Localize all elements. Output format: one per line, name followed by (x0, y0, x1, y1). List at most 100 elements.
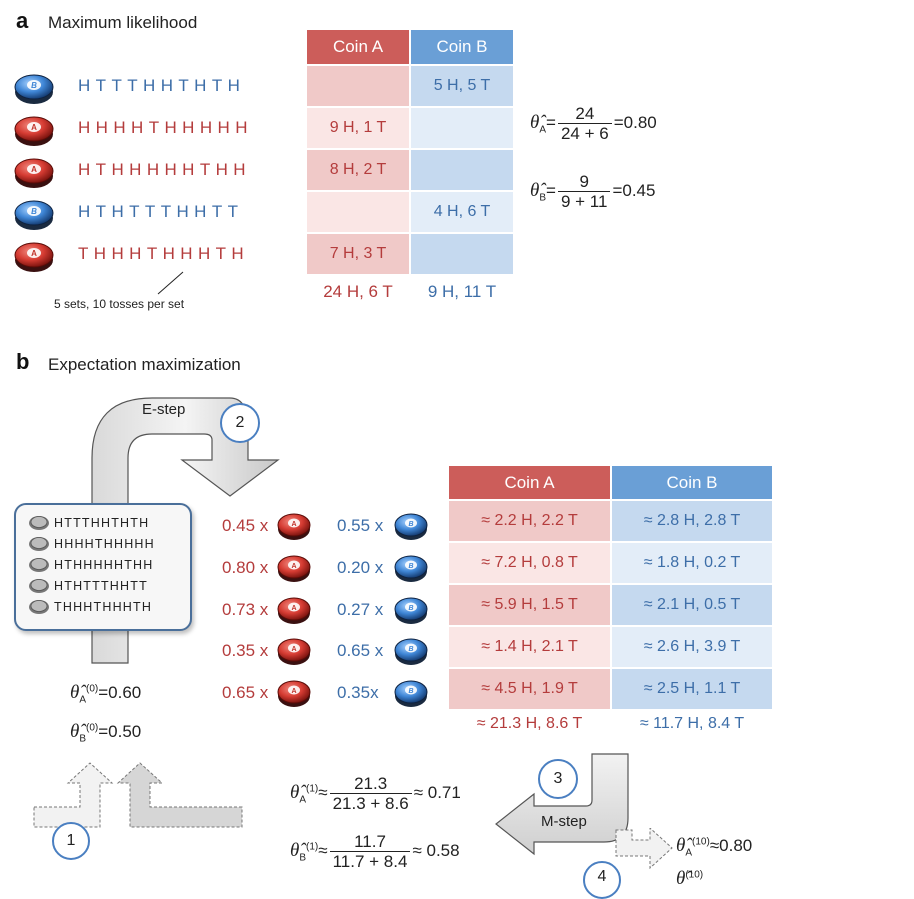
superscript: (0) (86, 722, 99, 734)
coin-a-header: Coin A (449, 466, 610, 499)
fraction-numerator: 9 (557, 172, 611, 192)
fraction-denominator: 11.7 + 8.4 (332, 852, 408, 871)
theta-symbol: θ̂ (70, 682, 80, 703)
coin-a-icon: A (277, 555, 311, 582)
coin-a-column-b: A A A A A (277, 513, 311, 707)
fraction-numerator: 21.3 (329, 774, 412, 794)
step-1-badge: 1 (52, 822, 90, 860)
svg-text:A: A (31, 123, 37, 132)
coin-a-total: ≈ 21.3 H, 8.6 T (476, 715, 583, 732)
svg-text:B: B (408, 563, 413, 570)
subscript: B (79, 733, 87, 745)
coin-a-cell: ≈ 2.2 H, 2.2 T (449, 501, 610, 541)
superscript: (1) (306, 841, 319, 853)
theta-a-mle-equation: θ̂A= 24 24 + 6 =0.80 (530, 104, 657, 143)
section-a-letter: a (16, 8, 29, 33)
final-arrow (615, 828, 673, 870)
coin-b-header: Coin B (612, 466, 772, 499)
equals-sign: = (613, 112, 624, 132)
coin-b-cell: ≈ 2.1 H, 0.5 T (612, 585, 772, 625)
theta-symbol: θ̂ (676, 835, 686, 856)
coin-b-weight: 0.20 x (337, 558, 384, 577)
svg-text:A: A (291, 688, 296, 695)
coin-a-header: Coin A (307, 30, 409, 64)
coin-a-weight: 0.80 x (222, 558, 269, 577)
theta-b-initial-value: =0.50 (98, 722, 142, 741)
coin-b-weight: 0.55 x (337, 516, 384, 535)
theta-symbol: θ̂ (70, 721, 80, 742)
note-pointer-line (157, 271, 184, 295)
coin-b-total: ≈ 11.7 H, 8.4 T (639, 715, 745, 732)
coin-b-header: Coin B (411, 30, 513, 64)
coin-a-weight: 0.45 x (222, 516, 269, 535)
coin-b-cell (411, 108, 513, 148)
toss-sequence: HTHHHHHTHH (78, 160, 251, 179)
small-sequence: HHHHTHHHHH (54, 537, 155, 551)
fraction-denominator: 24 + 6 (560, 124, 609, 143)
theta-symbol: θ̂ (530, 179, 540, 201)
gray-coin-icon (29, 600, 49, 614)
sets-note: 5 sets, 10 tosses per set (54, 297, 185, 311)
equals-sign: = (612, 180, 623, 200)
coin-a-cell (307, 192, 409, 232)
theta-a-update-value: ≈ 0.71 (413, 782, 461, 802)
fraction-denominator: 21.3 + 8.6 (332, 794, 409, 813)
coin-a-icon: A (14, 116, 54, 146)
coin-a-icon: A (277, 597, 311, 624)
superscript: (10) (685, 869, 704, 881)
coin-b-icon: B (14, 200, 54, 230)
coin-b-cell: 5 H, 5 T (411, 66, 513, 106)
equals-sign: = (546, 180, 556, 200)
gray-coin-icon (29, 579, 49, 593)
section-b-letter: b (16, 349, 30, 374)
coin-a-icon: A (277, 680, 311, 707)
coin-a-cell: ≈ 5.9 H, 1.5 T (449, 585, 610, 625)
fraction-numerator: 24 (557, 104, 612, 124)
m-step-label: M-step (541, 813, 587, 830)
coin-b-weight: 0.27 x (337, 600, 384, 619)
theta-a-final: θ̂A(10)≈0.80 (676, 835, 752, 858)
coin-b-cell: ≈ 2.6 H, 3.9 T (612, 627, 772, 667)
superscript: (1) (306, 783, 319, 795)
coin-a-total: 24 H, 6 T (323, 282, 393, 301)
gray-coin-icon (29, 558, 49, 572)
coin-b-total: 9 H, 11 T (427, 282, 497, 301)
svg-text:B: B (408, 688, 413, 695)
approx-sign: ≈ (318, 782, 328, 802)
svg-text:B: B (31, 81, 37, 90)
theta-b-mle-equation: θ̂B= 9 9 + 11 =0.45 (530, 172, 655, 211)
e-step-arrow (91, 397, 280, 664)
svg-text:A: A (291, 605, 296, 612)
theta-b-final: θ̂(10) (676, 868, 703, 890)
coin-b-weight: 0.65 x (337, 641, 384, 660)
coin-a-cell: 8 H, 2 T (307, 150, 409, 190)
fraction-numerator: 11.7 (329, 832, 411, 852)
svg-text:B: B (31, 207, 37, 216)
coin-a-icon: A (277, 513, 311, 540)
gray-coin-icon (29, 516, 49, 530)
subscript: A (299, 794, 307, 806)
coin-b-weight: 0.35x (337, 683, 379, 702)
coin-a-cell: ≈ 7.2 H, 0.8 T (449, 543, 610, 583)
coin-a-cell: 9 H, 1 T (307, 108, 409, 148)
theta-a-initial: θ̂A(0)=0.60 (70, 682, 141, 705)
gray-coin-icon (29, 537, 49, 551)
coin-column-a: B A A B A (14, 74, 54, 272)
loop-arrows (33, 762, 243, 828)
theta-b-update: θ̂B(1)≈ 11.7 11.7 + 8.4 ≈ 0.58 (290, 832, 460, 871)
fraction-denominator: 9 + 11 (560, 192, 608, 211)
section-b-title: Expectation maximization (48, 355, 241, 374)
coin-a-cell: ≈ 4.5 H, 1.9 T (449, 669, 610, 709)
subscript: A (539, 124, 547, 136)
small-sequence: HTTTHHTHTH (54, 516, 150, 530)
e-step-label: E-step (142, 401, 186, 418)
svg-text:A: A (31, 249, 37, 258)
coin-a-icon: A (277, 638, 311, 665)
coin-b-icon: B (394, 513, 428, 540)
subscript: A (79, 694, 87, 706)
theta-a-update: θ̂A(1)≈ 21.3 21.3 + 8.6 ≈ 0.71 (290, 774, 461, 813)
subscript: A (685, 847, 693, 859)
coin-a-weight: 0.35 x (222, 641, 269, 660)
coin-b-cell: 4 H, 6 T (411, 192, 513, 232)
coin-a-weight: 0.65 x (222, 683, 269, 702)
